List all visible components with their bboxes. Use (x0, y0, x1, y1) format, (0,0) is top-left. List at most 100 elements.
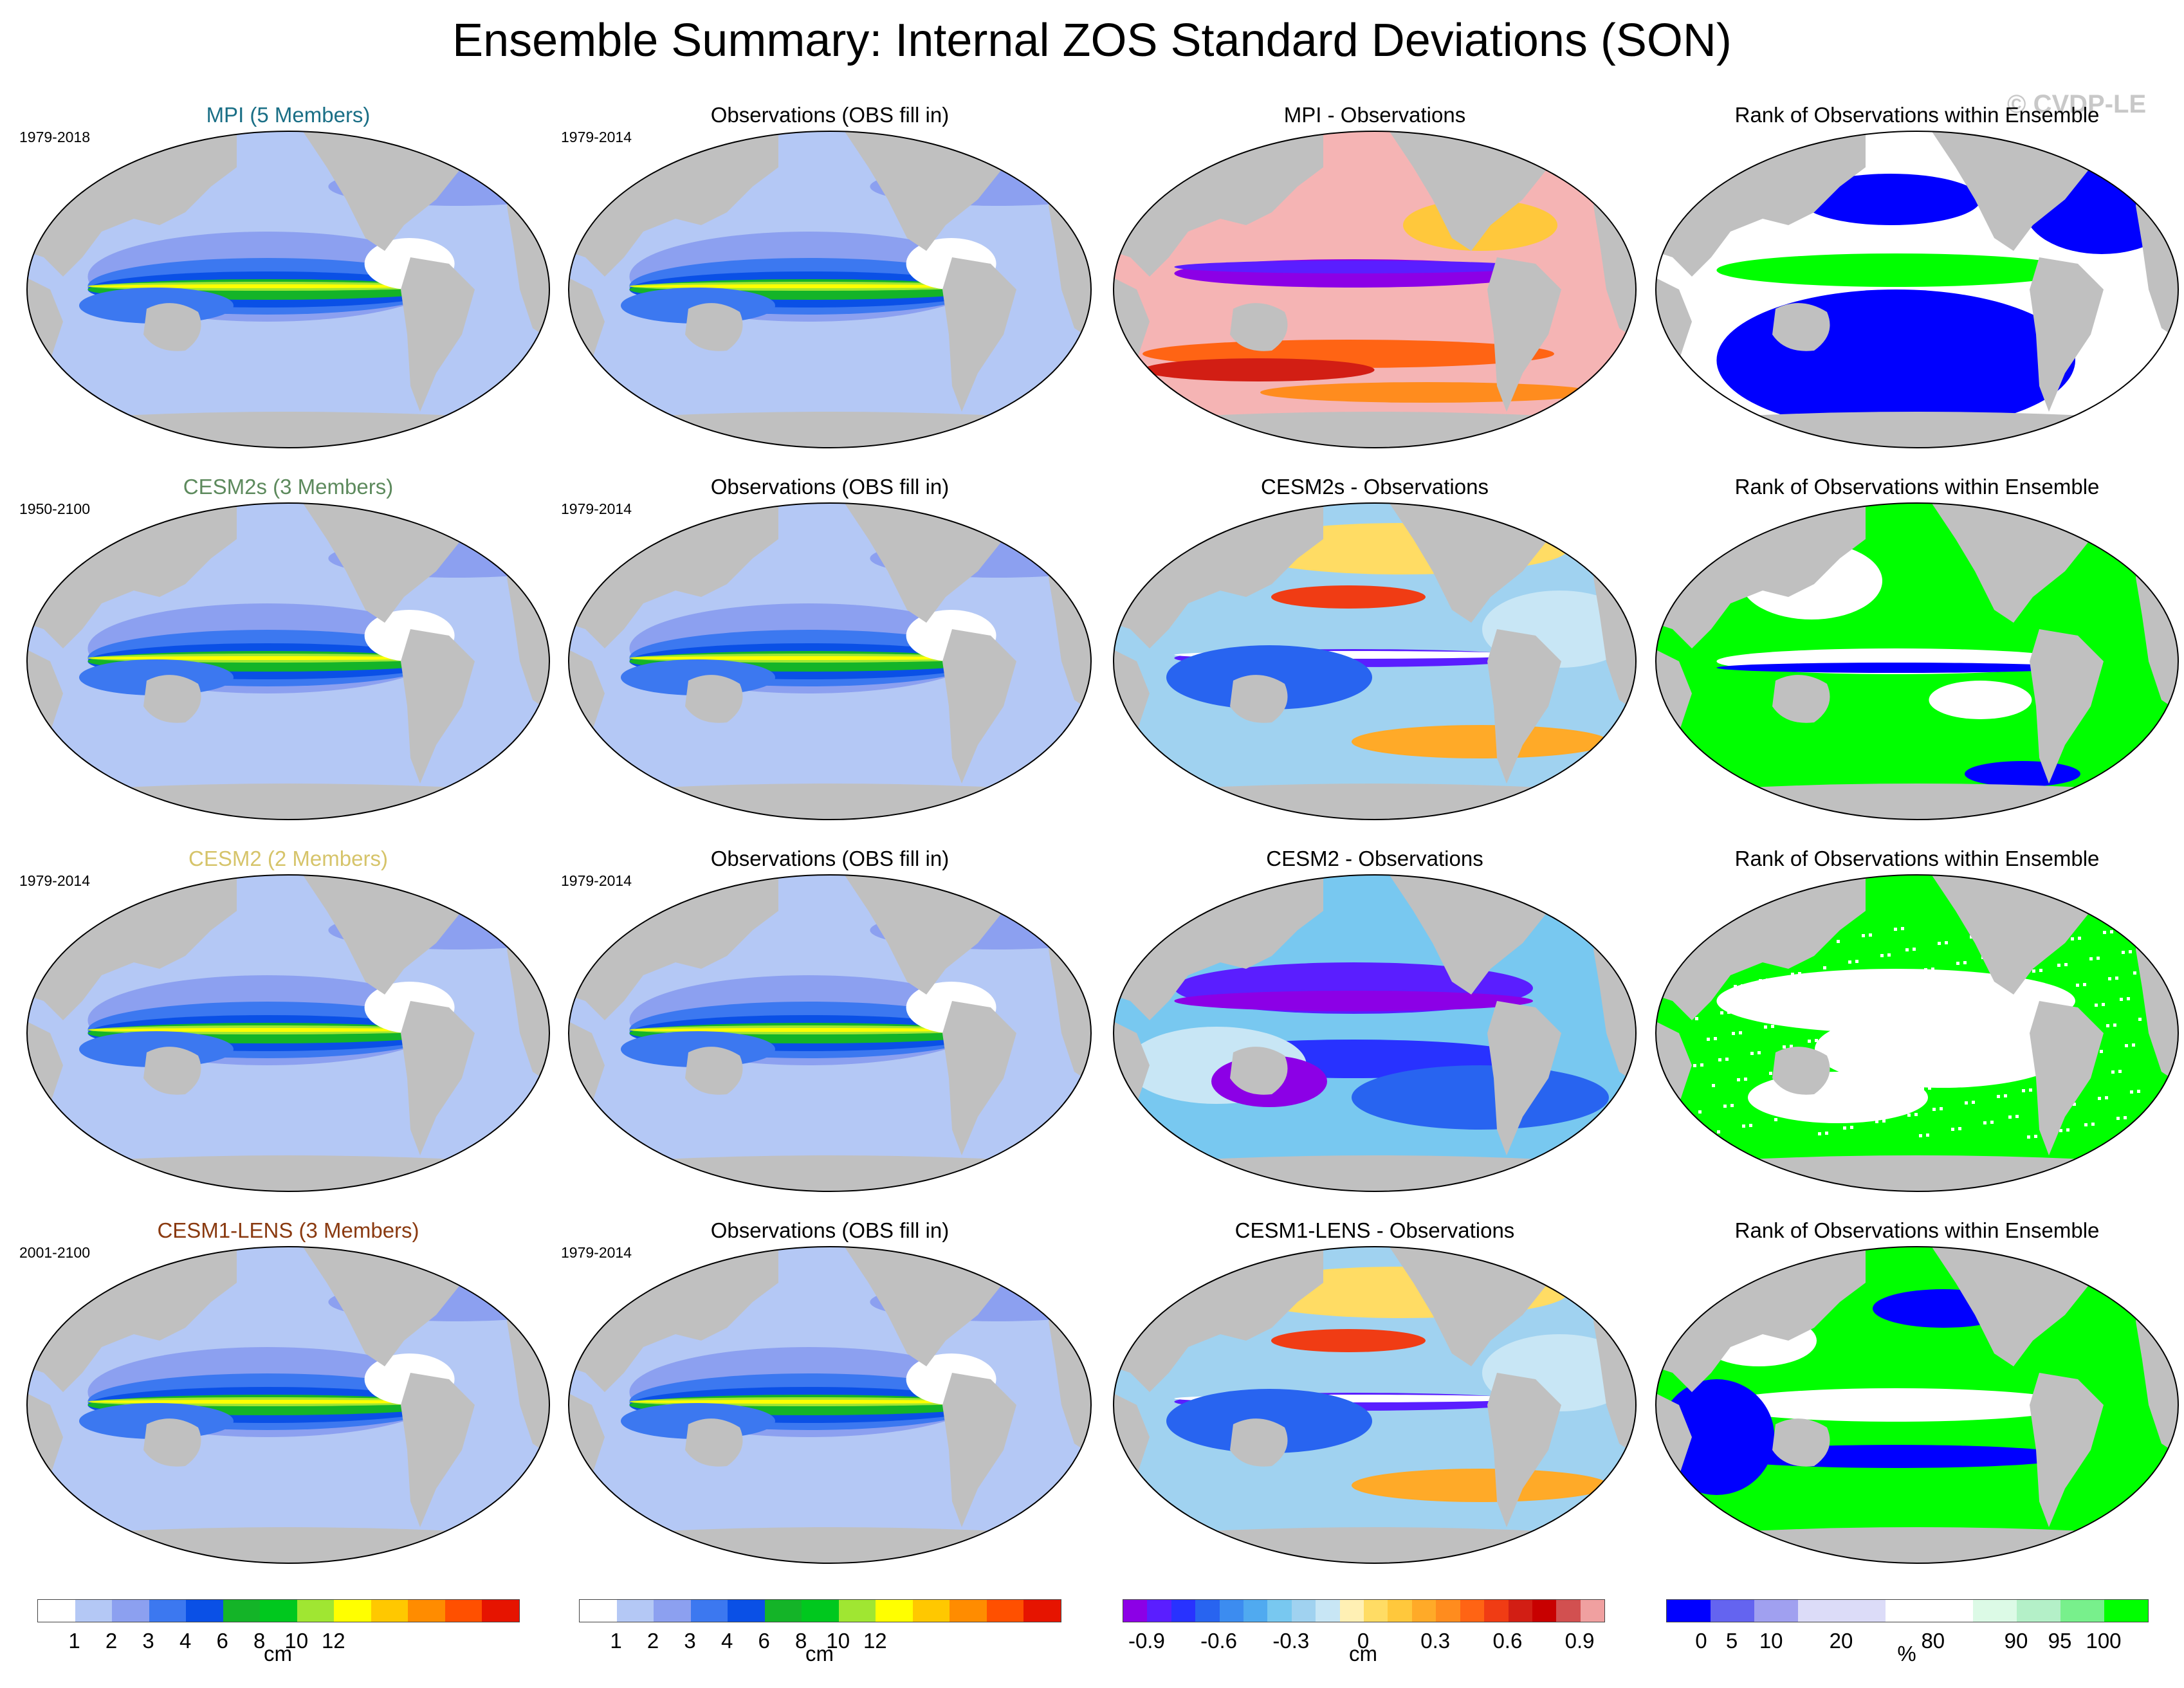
panel-title: Observations (OBS fill in) (710, 847, 950, 870)
map-panel-diff: CESM2 - Observations (1111, 847, 1638, 1207)
colorbar-swatch (2060, 1600, 2104, 1622)
world-map (1653, 1244, 2181, 1569)
colorbar-swatch (75, 1600, 113, 1622)
page-title: Ensemble Summary: Internal ZOS Standard … (452, 15, 1732, 66)
colorbar-tick-label: 12 (863, 1629, 887, 1653)
colorbar-swatch (654, 1600, 691, 1622)
colorbar-swatch (1532, 1600, 1557, 1622)
map-diff_mixed (1113, 502, 1637, 820)
colorbar-swatch (149, 1600, 187, 1622)
world-map (566, 129, 1094, 454)
colorbar-tick-label: 6 (216, 1629, 228, 1653)
map-panel-diff: CESM1-LENS - Observations (1111, 1218, 1638, 1579)
map-diff_cool (1113, 874, 1637, 1192)
colorbar-swatch (1556, 1600, 1581, 1622)
panel-title: CESM1-LENS - Observations (1234, 1218, 1515, 1242)
panel-title: CESM2 - Observations (1266, 847, 1483, 870)
period-label: 2001-2100 (19, 1244, 90, 1261)
colorbar (579, 1599, 1061, 1622)
world-map (1111, 1244, 1638, 1569)
map-panel-model: CESM2 (2 Members) 1979-2014 (19, 847, 552, 1207)
map-panel-obs: Observations (OBS fill in) 1979-2014 (561, 475, 1094, 835)
panel-title: MPI (5 Members) (206, 103, 371, 127)
colorbar-tick-label: 3 (142, 1629, 154, 1653)
map-rank_blue (1655, 131, 2179, 448)
colorbar-swatch (1411, 1600, 1436, 1622)
panel-title: CESM2 (2 Members) (188, 847, 388, 870)
colorbar-swatch (1484, 1600, 1509, 1622)
world-map (1111, 872, 1638, 1197)
colorbar-tick-label: 4 (720, 1629, 733, 1653)
world-map (24, 500, 552, 825)
map-std (568, 131, 1092, 448)
colorbar-tick-label: 100 (2086, 1629, 2122, 1653)
map-panel-rank: Rank of Observations within Ensemble (1653, 103, 2181, 463)
world-map (1111, 500, 1638, 825)
colorbar-tick-label: 6 (758, 1629, 770, 1653)
colorbar-swatch (408, 1600, 445, 1622)
colorbar-tick-label: 90 (2004, 1629, 2028, 1653)
colorbar-swatch (616, 1600, 654, 1622)
colorbar-swatch (38, 1600, 75, 1622)
colorbar-tick-label: 10 (1759, 1629, 1783, 1653)
colorbar-swatch (186, 1600, 223, 1622)
colorbar-swatch (1147, 1600, 1171, 1622)
copyright-label: © CVDP-LE (2007, 90, 2147, 118)
colorbar-swatch (445, 1600, 482, 1622)
panel-title: Observations (OBS fill in) (710, 1218, 950, 1242)
colorbar-unit: cm (1349, 1642, 1377, 1665)
panel-title: Observations (OBS fill in) (710, 475, 950, 499)
colorbar-tick-label: 10 (284, 1629, 309, 1653)
period-label: 1979-2014 (561, 872, 632, 889)
colorbar-swatch (1754, 1600, 1798, 1622)
colorbar-tick-label: 1 (68, 1629, 80, 1653)
colorbar-swatch (1973, 1600, 2017, 1622)
map-diff_mixed (1113, 1246, 1637, 1564)
colorbar-swatch (334, 1600, 371, 1622)
colorbar-swatch (1339, 1600, 1364, 1622)
colorbar-swatch (1460, 1600, 1485, 1622)
colorbar-tick-label: 2 (105, 1629, 118, 1653)
colorbar-swatch (1291, 1600, 1316, 1622)
colorbar-tick-label: 0.3 (1420, 1629, 1451, 1653)
panel-title: CESM1-LENS (3 Members) (157, 1218, 419, 1242)
colorbar-swatch (764, 1600, 802, 1622)
map-panel-obs: Observations (OBS fill in) 1979-2014 (561, 847, 1094, 1207)
panel-title: CESM2s (3 Members) (183, 475, 394, 499)
colorbar-tick-label: 0.9 (1565, 1629, 1595, 1653)
map-panel-rank: Rank of Observations within Ensemble (1653, 1218, 2181, 1579)
colorbar-swatch (1667, 1600, 1711, 1622)
colorbar-swatch (1243, 1600, 1268, 1622)
colorbar-ticks: 0 5 10 20 80 90 95 100 (1666, 1629, 2147, 1655)
colorbar-unit: % (1897, 1642, 1916, 1665)
colorbar-swatch (1123, 1600, 1148, 1622)
map-panel-model: MPI (5 Members) 1979-2018 (19, 103, 552, 463)
colorbar-swatch (112, 1600, 149, 1622)
colorbar-swatch (580, 1600, 617, 1622)
colorbar-swatch (1364, 1600, 1388, 1622)
colorbar-swatch (1711, 1600, 1754, 1622)
colorbar-unit: cm (805, 1642, 834, 1665)
world-map (566, 500, 1094, 825)
colorbar-swatch (1886, 1600, 1929, 1622)
colorbar-tick-label: 20 (1829, 1629, 1853, 1653)
world-map (1653, 500, 2181, 825)
colorbar-tick-label: 0 (1695, 1629, 1707, 1653)
period-label: 1979-2014 (19, 872, 90, 889)
world-map (24, 1244, 552, 1569)
colorbar-swatch (371, 1600, 408, 1622)
colorbar-swatch (986, 1600, 1024, 1622)
colorbar-swatch (950, 1600, 987, 1622)
colorbar-ticks: 1 2 3 4 6 8 10 12 (579, 1629, 1060, 1655)
colorbar-unit: cm (264, 1642, 292, 1665)
map-panel-obs: Observations (OBS fill in) 1979-2014 (561, 103, 1094, 463)
map-std (26, 1246, 550, 1564)
world-map (24, 872, 552, 1197)
colorbar (1123, 1599, 1605, 1622)
world-map (1653, 129, 2181, 454)
colorbar-swatch (260, 1600, 297, 1622)
map-panel-rank: Rank of Observations within Ensemble (1653, 847, 2181, 1207)
map-std (26, 502, 550, 820)
world-map (24, 129, 552, 454)
colorbar-swatch (2104, 1600, 2148, 1622)
